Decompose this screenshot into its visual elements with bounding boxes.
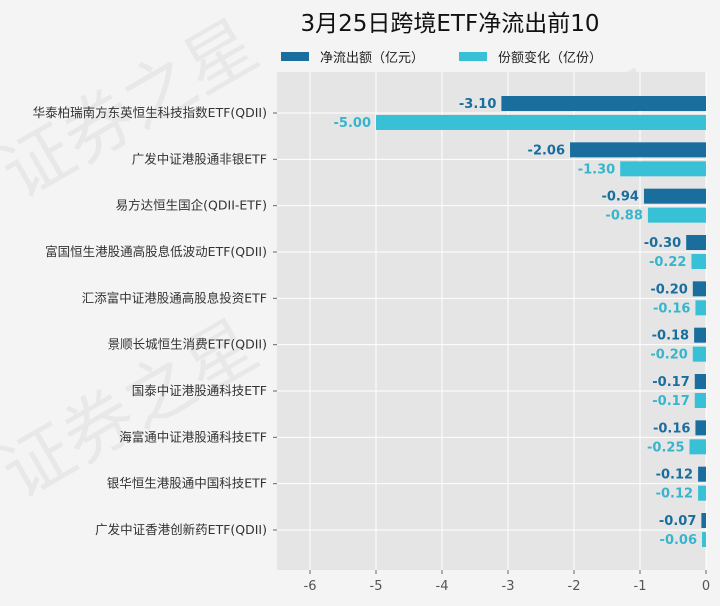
x-tick-label: -4 (436, 579, 449, 594)
data-label-net-outflow: -0.07 (659, 514, 696, 529)
data-label-net-outflow: -0.20 (650, 282, 687, 297)
legend-label-share-change: 份额变化（亿份） (498, 50, 602, 66)
x-tick-label: -3 (502, 579, 515, 594)
bar-net-outflow (692, 281, 706, 297)
data-label-share-change: -0.20 (650, 348, 687, 363)
data-label-net-outflow: -0.16 (653, 421, 690, 436)
data-label-share-change: -5.00 (334, 116, 371, 131)
chart-title: 3月25日跨境ETF净流出前10 (301, 11, 600, 37)
bar-share-change (620, 161, 706, 177)
category-label: 国泰中证港股通科技ETF (132, 383, 267, 398)
data-label-share-change: -0.25 (647, 440, 684, 455)
x-tick-label: 0 (702, 579, 710, 594)
bar-share-change (376, 115, 706, 130)
category-label: 华泰柏瑞南方东英恒生科技指数ETF(QDII) (33, 105, 267, 120)
data-label-net-outflow: -0.30 (644, 236, 681, 251)
data-label-share-change: -0.12 (656, 487, 693, 502)
data-label-net-outflow: -3.10 (459, 97, 496, 112)
x-tick-label: -5 (370, 579, 383, 594)
data-label-net-outflow: -0.18 (652, 329, 689, 344)
bar-net-outflow (695, 420, 706, 436)
bar-share-change (647, 207, 706, 223)
bar-share-change (689, 439, 706, 455)
bar-share-change (702, 532, 706, 547)
bar-net-outflow (701, 513, 706, 528)
bar-net-outflow (501, 96, 706, 111)
data-label-net-outflow: -0.12 (656, 468, 693, 483)
bar-net-outflow (570, 142, 706, 158)
x-tick-label: -2 (568, 579, 581, 594)
bar-share-change (698, 485, 706, 501)
data-label-share-change: -0.06 (660, 533, 697, 548)
data-label-share-change: -1.30 (578, 162, 615, 177)
data-label-share-change: -0.22 (649, 255, 686, 270)
bar-share-change (692, 346, 706, 362)
data-label-net-outflow: -2.06 (528, 143, 565, 158)
data-label-share-change: -0.88 (605, 209, 642, 224)
legend-swatch-share-change (459, 52, 487, 61)
category-label: 富国恒生港股通高股息低波动ETF(QDII) (45, 244, 267, 259)
category-label: 易方达恒生国企(QDII-ETF) (116, 198, 267, 213)
category-label: 广发中证港股通非银ETF (132, 151, 267, 166)
legend: 净流出额（亿元） 份额变化（亿份） (281, 50, 602, 66)
bar-net-outflow (686, 235, 706, 250)
category-label: 广发中证香港创新药ETF(QDII) (95, 522, 267, 537)
bar-net-outflow (698, 466, 706, 482)
legend-swatch-net-outflow (281, 52, 309, 61)
bar-share-change (694, 393, 706, 408)
category-label: 海富通中证港股通科技ETF (119, 429, 267, 444)
category-label: 景顺长城恒生消费ETF(QDII) (108, 337, 267, 352)
category-label: 银华恒生港股通中国科技ETF (107, 476, 267, 491)
bar-net-outflow (643, 188, 706, 204)
bar-share-change (695, 300, 706, 316)
category-label: 汇添富中证港股通高股息投资ETF (82, 290, 267, 305)
legend-label-net-outflow: 净流出额（亿元） (320, 51, 424, 66)
bar-net-outflow (694, 327, 706, 343)
data-label-net-outflow: -0.17 (652, 375, 689, 390)
data-label-share-change: -0.17 (652, 394, 689, 409)
bar-share-change (691, 254, 706, 269)
data-label-share-change: -0.16 (653, 301, 690, 316)
x-tick-label: -6 (304, 579, 317, 594)
bar-net-outflow (694, 374, 706, 389)
x-tick-label: -1 (634, 579, 647, 594)
data-label-net-outflow: -0.94 (601, 190, 638, 205)
